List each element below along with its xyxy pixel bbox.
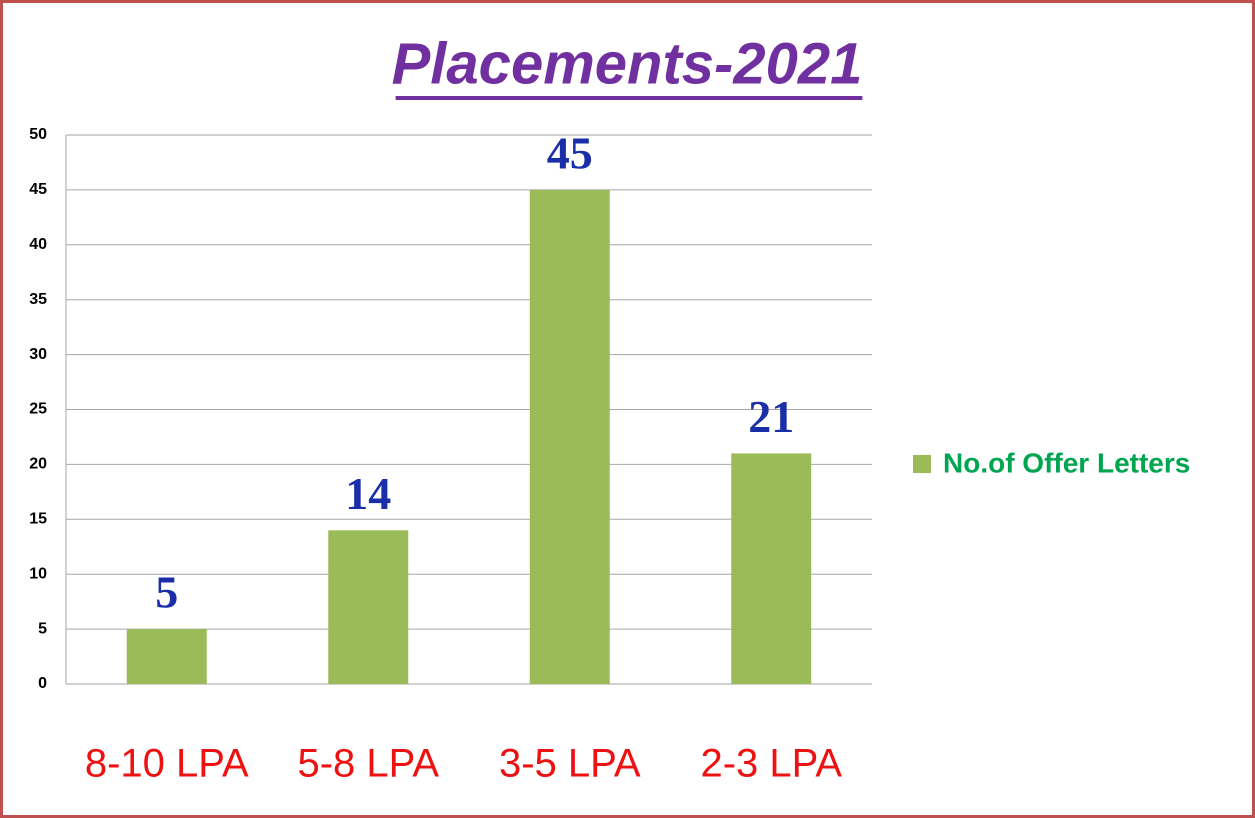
- data-label: 14: [345, 468, 391, 519]
- chart-title: Placements-2021: [392, 31, 863, 96]
- bar: [126, 629, 207, 684]
- y-tick-label: 40: [29, 236, 47, 253]
- bar: [731, 453, 812, 684]
- y-tick-label: 25: [29, 401, 47, 418]
- y-tick-label: 50: [29, 126, 47, 143]
- y-tick-label: 35: [29, 291, 47, 308]
- data-label: 5: [155, 567, 178, 618]
- y-tick-label: 5: [38, 620, 47, 637]
- y-tick-label: 30: [29, 346, 47, 363]
- x-tick-label: 5-8 LPA: [297, 742, 439, 786]
- x-tick-label: 2-3 LPA: [700, 742, 842, 786]
- y-tick-label: 10: [29, 565, 47, 582]
- bar: [328, 530, 409, 684]
- legend-swatch: [913, 455, 931, 473]
- y-tick-label: 45: [29, 181, 47, 198]
- x-tick-label: 3-5 LPA: [499, 742, 641, 786]
- x-tick-label: 8-10 LPA: [85, 742, 249, 786]
- y-tick-label: 15: [29, 511, 47, 528]
- legend-label: No.of Offer Letters: [943, 447, 1190, 478]
- data-label: 45: [547, 127, 593, 178]
- data-label: 21: [748, 391, 794, 442]
- y-tick-label: 20: [29, 456, 47, 473]
- y-tick-label: 0: [38, 675, 47, 692]
- bar: [529, 189, 610, 684]
